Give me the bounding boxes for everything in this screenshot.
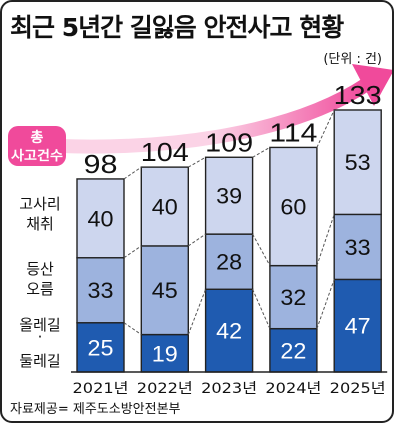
segment-connector (316, 279, 335, 329)
series-label: 둘레길 (19, 352, 60, 370)
total-label-badge (8, 126, 66, 166)
x-tick-label: 2022년 (137, 381, 193, 397)
series-label: 오름 (26, 280, 54, 298)
bar-value-label: 25 (88, 335, 114, 360)
bar-value-label: 22 (280, 338, 306, 363)
bar-value-label: 45 (152, 278, 178, 303)
trend-arrow-body (21, 78, 371, 154)
segment-connector (252, 233, 271, 266)
segment-connector (188, 233, 206, 247)
bar-value-label: 33 (345, 235, 371, 260)
x-tick-label: 2023년 (201, 381, 257, 397)
x-tick-label: 2025년 (330, 381, 386, 397)
bar-segment (76, 178, 125, 259)
segment-connector (316, 109, 335, 148)
bar-value-label: 39 (216, 184, 242, 209)
series-label: 채취 (26, 215, 54, 233)
bar-segment (204, 233, 254, 290)
segment-connector (123, 166, 142, 180)
series-label: 올레길 (19, 316, 60, 334)
series-label: 등산 (26, 260, 54, 278)
source-credit: 자료제공= 제주도소방안전본부 (10, 402, 181, 417)
bar-value-label: 40 (88, 206, 114, 231)
bar-segment (269, 327, 318, 373)
bar-value-label: 32 (280, 285, 306, 310)
series-label: · (38, 328, 43, 346)
segment-connector (252, 146, 271, 158)
segment-connector (188, 156, 206, 168)
bar-segment (204, 156, 254, 235)
bar-segment (333, 213, 382, 281)
bar-segment (333, 278, 382, 373)
bar-value-label: 53 (345, 150, 371, 175)
bar-segment (269, 146, 318, 267)
bar-segment (76, 257, 125, 324)
segment-connector (187, 289, 207, 335)
total-value-label: 109 (205, 127, 253, 157)
total-value-label: 98 (84, 149, 118, 179)
total-value-label: 114 (269, 117, 317, 147)
bar-value-label: 60 (280, 195, 306, 220)
bar-segment (333, 109, 382, 216)
bar-segment (140, 166, 190, 247)
segment-connector (252, 289, 271, 329)
unit-label: (단위 : 건) (323, 52, 382, 67)
bar-segment (204, 288, 254, 373)
segment-connector (123, 322, 142, 335)
bar-value-label: 40 (152, 195, 178, 220)
bar-value-label: 28 (216, 250, 242, 275)
chart-title: 최근 5년간 길잃음 안전사고 현황 (10, 13, 344, 42)
total-label-line-1: 총 (31, 130, 44, 146)
segment-connector (123, 245, 142, 259)
bar-value-label: 33 (88, 278, 114, 303)
segment-connector (316, 214, 335, 266)
total-value-label: 104 (141, 137, 189, 167)
trend-arrow-head (352, 64, 392, 106)
series-label: 고사리 (19, 195, 60, 213)
x-tick-label: 2021년 (73, 381, 129, 397)
total-value-label: 133 (334, 80, 382, 110)
bar-segment (140, 245, 190, 336)
total-label-line-2: 사고건수 (11, 148, 63, 164)
bar-value-label: 47 (345, 314, 371, 339)
x-tick-label: 2024년 (265, 381, 321, 397)
bar-value-label: 19 (152, 341, 178, 366)
bar-value-label: 42 (216, 319, 242, 344)
